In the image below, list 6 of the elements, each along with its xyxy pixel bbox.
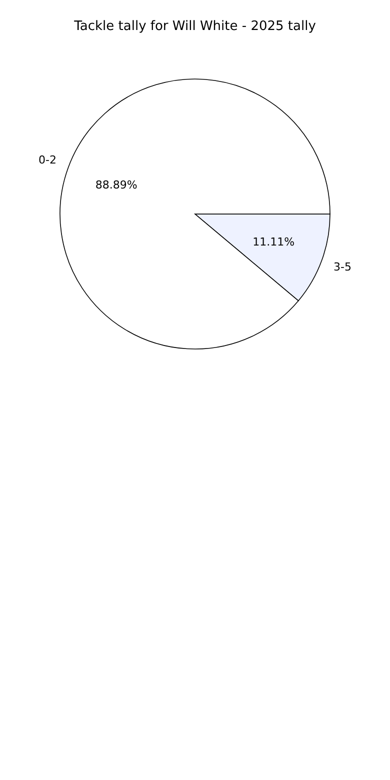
slice-label: 3-5 (334, 260, 352, 274)
chart-title: Tackle tally for Will White - 2025 tally (73, 19, 316, 34)
pie-slice (60, 78, 330, 350)
slice-label: 0-2 (38, 153, 56, 166)
data-label: 11.11% (252, 236, 295, 249)
data-label: 88.89% (95, 178, 138, 192)
